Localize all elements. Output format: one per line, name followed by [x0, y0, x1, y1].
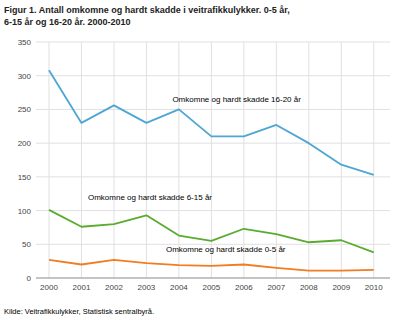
- x-tick-label: 2004: [170, 283, 188, 292]
- y-tick-label: 0: [27, 274, 32, 283]
- y-grid-line: [36, 109, 390, 110]
- x-tick-label: 2002: [105, 283, 123, 292]
- y-grid-line: [36, 75, 390, 76]
- y-tick-label: 350: [18, 38, 32, 47]
- x-tick-label: 2010: [365, 283, 383, 292]
- grid: [36, 42, 390, 278]
- lines: [49, 70, 374, 270]
- x-grid-line: [48, 42, 49, 278]
- x-grid-line: [373, 42, 374, 278]
- annotation: Omkomne og hardt skadde 0-5 år: [166, 245, 286, 254]
- chart-svg: Figur 1. Antall omkomne og hardt skadde …: [0, 0, 400, 320]
- x-grid-line: [211, 42, 212, 278]
- x-tick-label: 2005: [202, 283, 220, 292]
- x-grid-line: [81, 42, 82, 278]
- x-grid-line: [146, 42, 147, 278]
- y-grid-line: [36, 176, 390, 177]
- x-tick-label: 2007: [267, 283, 285, 292]
- x-tick-label: 2006: [235, 283, 253, 292]
- chart-container: Figur 1. Antall omkomne og hardt skadde …: [0, 0, 400, 320]
- annotation: Omkomne og hardt skadde 6-15 år: [88, 193, 212, 202]
- y-grid-line: [36, 278, 390, 279]
- x-grid-line: [341, 42, 342, 278]
- source-note: Kilde: Veitrafikkulykker, Statistisk sen…: [4, 307, 154, 316]
- y-tick-label: 300: [18, 72, 32, 81]
- x-grid-line: [276, 42, 277, 278]
- y-grid-line: [36, 143, 390, 144]
- x-grid-line: [178, 42, 179, 278]
- x-tick-label: 2001: [73, 283, 91, 292]
- x-axis-line: [36, 278, 390, 279]
- x-grid-line: [113, 42, 114, 278]
- title: Figur 1. Antall omkomne og hardt skadde …: [4, 5, 290, 15]
- y-tick-label: 250: [18, 105, 32, 114]
- series-line: [49, 260, 374, 271]
- x-tick-label: 2000: [40, 283, 58, 292]
- x-tick-label: 2009: [332, 283, 350, 292]
- y-tick-label: 200: [18, 139, 32, 148]
- x-tick-label: 2008: [300, 283, 318, 292]
- x-grid-line: [243, 42, 244, 278]
- y-tick-label: 50: [22, 240, 31, 249]
- y-grid-line: [36, 42, 390, 43]
- series-line: [49, 70, 374, 175]
- title-line-2: 6-15 år og 16-20 år. 2000-2010: [4, 17, 131, 27]
- y-tick-label: 100: [18, 207, 32, 216]
- annotation: Omkomne og hardt skadde 16-20 år: [172, 95, 301, 104]
- y-grid-line: [36, 210, 390, 211]
- x-tick-label: 2003: [138, 283, 156, 292]
- y-tick-label: 150: [18, 173, 32, 182]
